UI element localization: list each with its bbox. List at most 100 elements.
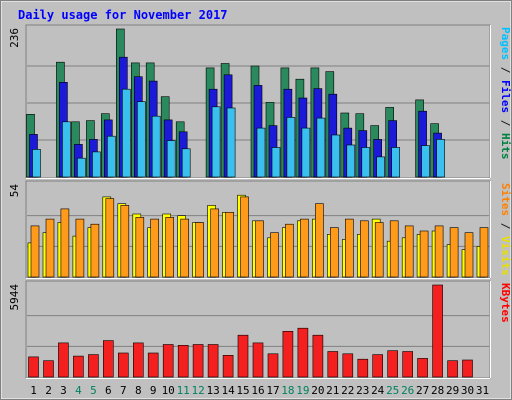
bar-kbytes-day-19 <box>297 327 309 378</box>
y-max-label: 54 <box>8 184 21 198</box>
x-tick-label: 15 <box>236 384 249 397</box>
bar-kbytes-day-2 <box>43 360 54 378</box>
bar-pages-day-5 <box>92 151 101 178</box>
bar-kbytes-day-9 <box>147 352 159 378</box>
legend-entry: Sites <box>499 183 512 216</box>
bar-sites-day-13 <box>210 208 219 278</box>
bar-sites-day-21 <box>329 227 339 278</box>
legend-entry: Pages <box>499 27 512 60</box>
bar-sites-day-14 <box>225 212 234 278</box>
bar-kbytes-day-4 <box>73 355 84 378</box>
bar-sites-day-5 <box>90 223 100 278</box>
x-axis-labels: 1 2 3 4 5 6 7 8 9 10 11 12 13 14 15 16 17 18 19 20 21 22 23 24 2… <box>30 384 489 397</box>
legend-entry: Hits <box>499 133 512 160</box>
bar-kbytes-day-29 <box>447 360 458 378</box>
bar-pages-day-9 <box>151 115 161 178</box>
bar-sites-day-19 <box>300 218 309 278</box>
x-tick-label: 5 <box>90 384 97 397</box>
bar-pages-day-10 <box>166 140 176 178</box>
legend-entry: Visits <box>499 236 512 276</box>
bar-sites-day-27 <box>419 230 429 278</box>
bar-sites-day-16 <box>255 220 264 278</box>
bar-pages-day-18 <box>286 117 296 178</box>
x-tick-label: 30 <box>461 384 474 397</box>
x-tick-label: 25 <box>386 384 399 397</box>
bar-pages-day-17 <box>271 147 281 178</box>
bar-kbytes-day-15 <box>237 334 249 378</box>
bar-pages-day-28 <box>436 139 445 178</box>
bar-kbytes-day-28 <box>432 284 443 378</box>
bar-kbytes-day-3 <box>58 342 69 378</box>
series-legend: KBytes <box>499 283 512 323</box>
x-tick-label: 23 <box>356 384 369 397</box>
bar-kbytes-day-16 <box>252 342 264 378</box>
x-tick-label: 11 <box>177 384 190 397</box>
bar-kbytes-day-5 <box>88 354 99 378</box>
legend-entry: Files <box>499 80 512 113</box>
series-kbytes <box>28 284 473 378</box>
x-tick-label: 4 <box>75 384 82 397</box>
bar-kbytes-day-14 <box>222 354 234 378</box>
bar-pages-day-20 <box>316 117 326 178</box>
y-max-label: 5944 <box>8 284 21 311</box>
bar-sites-day-12 <box>195 222 204 278</box>
series-pages <box>32 88 445 178</box>
bar-sites-day-4 <box>75 218 85 278</box>
legend-entry: KBytes <box>499 283 512 323</box>
x-tick-label: 2 <box>45 384 52 397</box>
bar-kbytes-day-10 <box>162 344 174 378</box>
bar-kbytes-day-30 <box>462 359 473 378</box>
legend-entry: / <box>499 113 512 133</box>
bar-pages-day-7 <box>122 88 131 178</box>
bar-pages-day-23 <box>361 147 371 178</box>
bar-sites-day-9 <box>150 218 159 278</box>
x-tick-label: 26 <box>401 384 414 397</box>
bar-sites-day-11 <box>180 218 189 278</box>
bar-kbytes-day-26 <box>402 351 414 378</box>
x-tick-label: 28 <box>431 384 444 397</box>
x-tick-label: 6 <box>105 384 112 397</box>
x-tick-label: 20 <box>311 384 324 397</box>
x-tick-label: 22 <box>341 384 354 397</box>
bar-kbytes-day-23 <box>357 358 369 378</box>
bar-sites-day-22 <box>344 218 354 278</box>
bar-sites-day-24 <box>374 222 384 278</box>
bar-sites-day-2 <box>45 218 55 278</box>
series-sites <box>30 196 489 278</box>
bar-sites-day-6 <box>105 198 115 278</box>
bar-pages-day-8 <box>137 101 146 178</box>
bar-sites-day-8 <box>135 217 145 278</box>
bar-pages-day-3 <box>62 121 71 178</box>
bar-kbytes-day-24 <box>372 354 384 378</box>
x-tick-label: 9 <box>150 384 157 397</box>
bar-pages-day-11 <box>181 148 191 178</box>
bar-sites-day-10 <box>165 217 174 278</box>
legend-entry: / <box>499 216 512 236</box>
bar-kbytes-day-12 <box>192 344 204 378</box>
legend-entry: / <box>499 60 512 80</box>
bar-pages-day-24 <box>376 156 386 178</box>
panel-middle: 54 Sites / Visits <box>8 180 512 279</box>
bar-kbytes-day-25 <box>387 350 399 378</box>
panel-bottom: 5944 KBytes <box>8 280 512 379</box>
x-tick-label: 3 <box>60 384 67 397</box>
bar-sites-day-26 <box>404 225 414 278</box>
bar-sites-day-20 <box>315 203 324 278</box>
x-tick-label: 31 <box>476 384 489 397</box>
bar-sites-day-1 <box>30 225 40 278</box>
x-tick-label: 24 <box>371 384 385 397</box>
series-legend: Pages / Files / Hits <box>499 27 512 160</box>
x-tick-label: 19 <box>296 384 309 397</box>
bar-kbytes-day-1 <box>28 356 39 378</box>
bar-pages-day-13 <box>211 106 221 178</box>
bar-pages-day-1 <box>32 149 41 178</box>
x-tick-label: 17 <box>266 384 279 397</box>
bar-kbytes-day-11 <box>177 344 189 378</box>
bar-sites-day-3 <box>60 208 70 278</box>
bar-kbytes-day-22 <box>342 353 354 378</box>
bar-pages-day-14 <box>226 107 236 178</box>
x-tick-label: 13 <box>206 384 219 397</box>
bar-sites-day-28 <box>434 225 444 278</box>
